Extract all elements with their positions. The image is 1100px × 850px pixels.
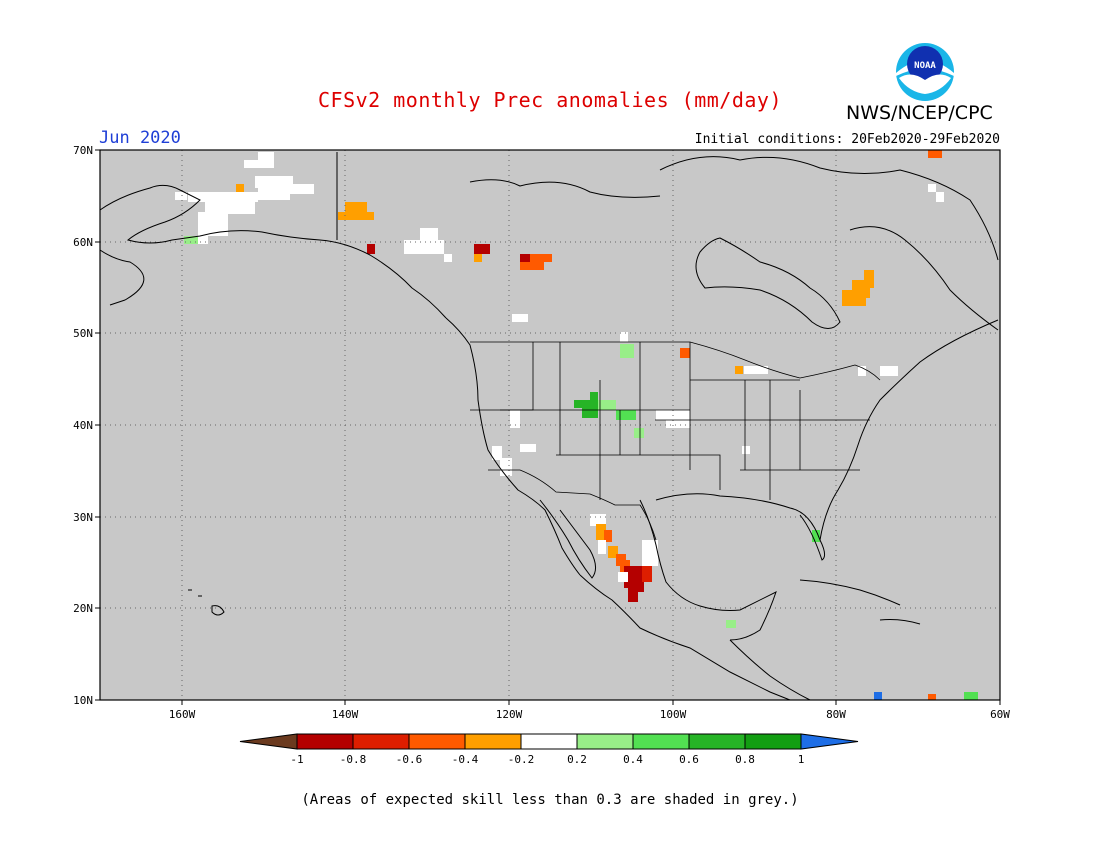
graticule bbox=[100, 150, 1000, 700]
lat-label-70n: 70N bbox=[73, 144, 93, 157]
colorbar-box bbox=[632, 733, 690, 750]
colorbar-box bbox=[296, 733, 354, 750]
colorbar-tick-label: -0.4 bbox=[452, 753, 479, 766]
colorbar-tick-label: -1 bbox=[290, 753, 303, 766]
forecast-month: Jun 2020 bbox=[99, 128, 181, 148]
colorbar-tick-label: 0.2 bbox=[567, 753, 587, 766]
anomaly-cells bbox=[175, 150, 978, 700]
lat-label-10n: 10N bbox=[73, 694, 93, 707]
colorbar-box bbox=[520, 733, 578, 750]
lon-label-160w: 160W bbox=[169, 708, 196, 721]
colorbar-box bbox=[688, 733, 746, 750]
colorbar-arrow-high bbox=[800, 733, 859, 750]
colorbar-tick-label: 0.6 bbox=[679, 753, 699, 766]
precip-anomaly-map: 70N 60N 50N 40N 30N 20N 10N 160W 140W 12… bbox=[73, 144, 1010, 721]
colorbar-box bbox=[576, 733, 634, 750]
colorbar-box bbox=[464, 733, 522, 750]
colorbar-tick-label: 0.4 bbox=[623, 753, 643, 766]
colorbar: -1 -0.8 -0.6 -0.4 -0.2 0.2 0.4 0.6 0.8 1 bbox=[239, 733, 859, 766]
colorbar-tick-label: 1 bbox=[798, 753, 805, 766]
lon-label-140w: 140W bbox=[332, 708, 359, 721]
lat-label-20n: 20N bbox=[73, 602, 93, 615]
lon-label-120w: 120W bbox=[496, 708, 523, 721]
agency-label: NWS/NCEP/CPC bbox=[846, 102, 993, 124]
initial-conditions: Initial conditions: 20Feb2020-29Feb2020 bbox=[694, 132, 1000, 147]
colorbar-tick-label: -0.8 bbox=[340, 753, 367, 766]
colorbar-tick-label: -0.2 bbox=[508, 753, 535, 766]
lat-label-60n: 60N bbox=[73, 236, 93, 249]
colorbar-tick-label: -0.6 bbox=[396, 753, 423, 766]
colorbar-box bbox=[352, 733, 410, 750]
colorbar-arrow-low bbox=[239, 733, 298, 750]
lat-label-50n: 50N bbox=[73, 327, 93, 340]
borders bbox=[470, 341, 881, 541]
noaa-logo-text: NOAA bbox=[914, 61, 936, 71]
skill-footnote: (Areas of expected skill less than 0.3 a… bbox=[301, 792, 799, 808]
lon-label-80w: 80W bbox=[826, 708, 846, 721]
noaa-logo: NOAA bbox=[893, 40, 957, 104]
lat-label-40n: 40N bbox=[73, 419, 93, 432]
lat-label-30n: 30N bbox=[73, 511, 93, 524]
colorbar-tick-label: 0.8 bbox=[735, 753, 755, 766]
colorbar-box bbox=[408, 733, 466, 750]
coastlines bbox=[99, 152, 999, 701]
colorbar-box bbox=[744, 733, 802, 750]
lon-label-100w: 100W bbox=[660, 708, 687, 721]
lon-label-60w: 60W bbox=[990, 708, 1010, 721]
map-title: CFSv2 monthly Prec anomalies (mm/day) bbox=[317, 88, 783, 112]
